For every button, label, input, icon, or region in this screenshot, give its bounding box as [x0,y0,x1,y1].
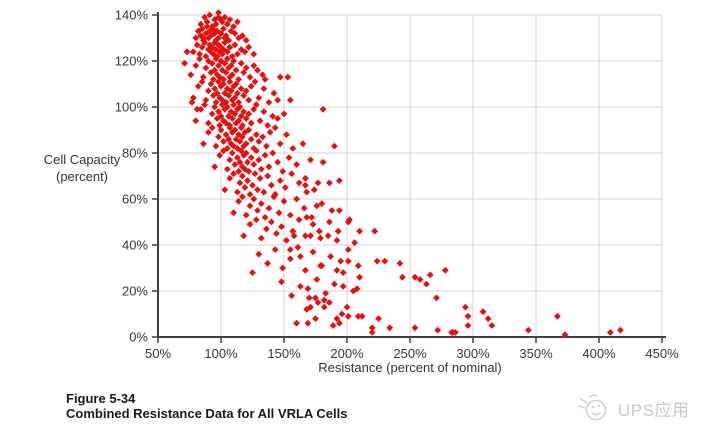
svg-text:80%: 80% [122,146,148,161]
data-points [181,9,624,339]
tick-marks [152,14,663,343]
svg-text:50%: 50% [145,346,171,361]
svg-text:60%: 60% [122,192,148,207]
svg-text:350%: 350% [519,346,553,361]
svg-text:200%: 200% [330,346,364,361]
svg-text:20%: 20% [122,284,148,299]
svg-text:40%: 40% [122,238,148,253]
svg-text:450%: 450% [645,346,679,361]
svg-text:0%: 0% [129,330,148,345]
svg-text:140%: 140% [115,8,149,23]
watermark: UPS应用 [577,390,689,426]
svg-text:100%: 100% [115,100,149,115]
svg-text:120%: 120% [115,54,149,69]
scatter-plot: 50% 100% 150% 200% 250% 300% 350% 400% 450% 0% 20%… [115,8,679,362]
figure-title: Combined Resistance Data for All VRLA Ce… [66,406,348,421]
y-axis-title-line2: (percent) [55,169,109,184]
x-axis-title: Resistance (percent of nominal) [318,360,502,375]
svg-text:250%: 250% [393,346,427,361]
y-axis-title: Cell Capacity (percent) [20,151,144,185]
y-tick-labels: 0% 20% 40% 60% 80% 100% 120% 140% [115,8,149,345]
x-tick-labels: 50% 100% 150% 200% 250% 300% 350% 400% 450% [145,346,679,361]
y-axis-title-line1: Cell Capacity [43,152,121,167]
svg-text:400%: 400% [582,346,616,361]
figure-number: Figure 5-34 [66,391,136,406]
ups-doodle-logo-icon [578,394,607,421]
svg-text:100%: 100% [204,346,238,361]
svg-text:150%: 150% [267,346,301,361]
svg-text:300%: 300% [456,346,490,361]
figure-caption: Figure 5-34 Combined Resistance Data for… [66,391,348,421]
axes [157,12,666,338]
watermark-text: UPS应用 [618,400,690,420]
